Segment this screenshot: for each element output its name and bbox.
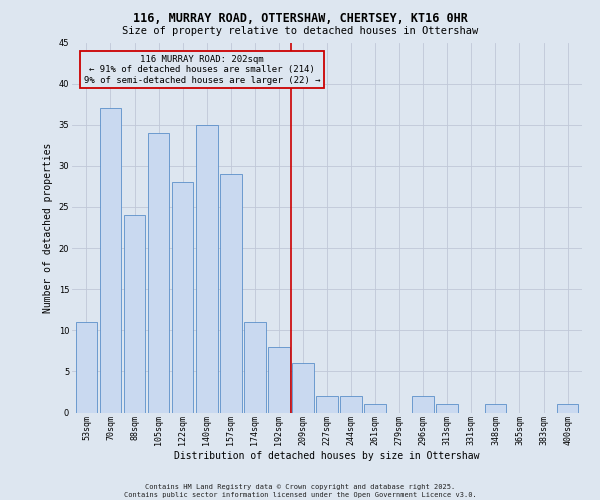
Y-axis label: Number of detached properties: Number of detached properties <box>43 142 53 312</box>
Bar <box>485 404 506 412</box>
Bar <box>316 396 338 412</box>
X-axis label: Distribution of detached houses by size in Ottershaw: Distribution of detached houses by size … <box>174 451 480 461</box>
Text: 116 MURRAY ROAD: 202sqm
← 91% of detached houses are smaller (214)
9% of semi-de: 116 MURRAY ROAD: 202sqm ← 91% of detache… <box>83 55 320 84</box>
Bar <box>100 108 121 412</box>
Bar <box>436 404 458 412</box>
Text: Size of property relative to detached houses in Ottershaw: Size of property relative to detached ho… <box>122 26 478 36</box>
Bar <box>220 174 242 412</box>
Bar <box>124 215 145 412</box>
Bar <box>76 322 97 412</box>
Bar <box>340 396 362 412</box>
Bar <box>172 182 193 412</box>
Bar <box>148 133 169 412</box>
Bar <box>268 346 290 412</box>
Bar <box>196 124 218 412</box>
Bar <box>412 396 434 412</box>
Bar <box>292 363 314 412</box>
Bar <box>557 404 578 412</box>
Bar <box>244 322 266 412</box>
Bar <box>364 404 386 412</box>
Text: Contains HM Land Registry data © Crown copyright and database right 2025.
Contai: Contains HM Land Registry data © Crown c… <box>124 484 476 498</box>
Text: 116, MURRAY ROAD, OTTERSHAW, CHERTSEY, KT16 0HR: 116, MURRAY ROAD, OTTERSHAW, CHERTSEY, K… <box>133 12 467 26</box>
